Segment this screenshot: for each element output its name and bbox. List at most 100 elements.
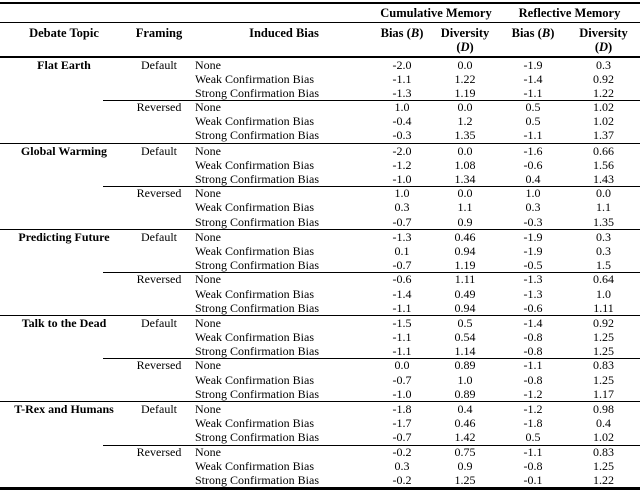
framing-cell: Reversed (136, 272, 182, 287)
cumulative-bias-value: -0.4 (392, 114, 412, 129)
reflective-diversity-value: 0.66 (593, 143, 614, 158)
topic-group: Global Warming Default None -2.0 0.0 -1.… (0, 142, 640, 229)
table-row: Weak Confirmation Bias -1.2 1.08 -0.6 1.… (0, 158, 640, 172)
framing-cell (128, 114, 190, 128)
cumulative-diversity-value: 0.0 (457, 57, 473, 72)
cumulative-diversity-value: 0.5 (457, 315, 473, 330)
induced-bias-cell: None (195, 358, 221, 373)
framing-cell (128, 158, 190, 172)
debate-topic-cell: Flat Earth (37, 57, 91, 72)
cumulative-bias-value: -0.3 (392, 128, 412, 143)
framing-cell: Reversed (136, 186, 182, 201)
induced-bias-cell: None (195, 229, 221, 244)
span-header-row: Cumulative Memory Reflective Memory (0, 4, 640, 22)
reflective-bias-value: 0.5 (525, 114, 541, 129)
topic-group: Flat Earth Default None -2.0 0.0 -1.9 0.… (0, 58, 640, 143)
induced-bias-cell: None (195, 444, 221, 459)
induced-bias-cell: None (195, 186, 221, 201)
reflective-bias-value: -1.1 (523, 128, 543, 143)
table-row: Global Warming Default None -2.0 0.0 -1.… (0, 144, 640, 158)
reflective-diversity-value: 1.35 (593, 214, 614, 229)
framing-cell: Default (141, 229, 177, 244)
cumulative-diversity-value: 1.35 (454, 128, 476, 143)
cumulative-bias-value: -1.4 (392, 286, 412, 301)
reflective-bias-value: -1.4 (523, 71, 543, 86)
reflective-bias-value: 1.0 (525, 186, 541, 201)
framing-cell (128, 330, 190, 344)
reflective-diversity-value: 1.25 (593, 372, 614, 387)
debate-topic-cell (0, 158, 128, 172)
induced-bias-cell: None (195, 57, 221, 72)
framing-cell (128, 86, 190, 100)
cumulative-bias-value: -1.0 (392, 172, 412, 186)
cumulative-diversity-value: 0.4 (457, 402, 473, 416)
cumulative-diversity-value: 0.9 (457, 214, 473, 229)
cumulative-bias-value: -0.7 (392, 372, 412, 387)
top-rule (0, 2, 640, 4)
cumulative-bias-value: -1.7 (392, 416, 412, 431)
debate-topic-cell (0, 287, 128, 301)
table-row: Reversed None 1.0 0.0 0.5 1.02 (0, 100, 640, 114)
framing-block: Reversed None 0.0 0.89 -1.1 0.83 Weak Co… (0, 358, 640, 401)
debate-topic-cell (0, 200, 128, 214)
reflective-diversity-value: 1.02 (593, 430, 614, 445)
framing-cell (128, 200, 190, 214)
framing-cell: Reversed (136, 444, 182, 459)
cumulative-diversity-value: 0.94 (454, 243, 476, 258)
col-header-debate-topic: Debate Topic (29, 25, 99, 40)
table-row: Strong Confirmation Bias -0.7 1.42 0.5 1… (0, 430, 640, 444)
table-row: Strong Confirmation Bias -1.1 0.94 -0.6 … (0, 301, 640, 315)
reflective-diversity-value: 0.3 (596, 57, 611, 72)
induced-bias-cell: Weak Confirmation Bias (195, 200, 315, 215)
cumulative-diversity-value: 0.89 (454, 358, 476, 373)
cumulative-bias-value: -2.0 (392, 57, 412, 72)
induced-bias-cell: Strong Confirmation Bias (195, 430, 319, 445)
debate-topic-cell (0, 72, 128, 86)
reflective-bias-value: -0.8 (523, 330, 543, 345)
reflective-bias-value: 0.4 (525, 172, 541, 186)
table-row: Weak Confirmation Bias -1.4 0.49 -1.3 1.… (0, 287, 640, 301)
induced-bias-cell: Weak Confirmation Bias (195, 114, 315, 129)
debate-topic-cell (0, 344, 128, 358)
induced-bias-cell: Strong Confirmation Bias (195, 128, 319, 143)
cumulative-bias-value: -1.1 (392, 330, 412, 345)
framing-block: Reversed None 1.0 0.0 1.0 0.0 Weak Confi… (0, 186, 640, 229)
cumulative-diversity-value: 0.0 (457, 143, 473, 158)
table-row: Strong Confirmation Bias -0.7 1.19 -0.5 … (0, 258, 640, 272)
reflective-diversity-value: 1.25 (593, 330, 614, 345)
reflective-bias-value: -1.9 (523, 243, 543, 258)
bottom-rule (0, 487, 640, 490)
topic-group: Predicting Future Default None -1.3 0.46… (0, 228, 640, 315)
induced-bias-cell: Weak Confirmation Bias (195, 330, 315, 345)
cumulative-diversity-value: 1.19 (454, 85, 476, 100)
reflective-bias-value: -1.8 (523, 416, 543, 431)
col-header-cumulative-diversity: Diversity (D) (440, 25, 490, 54)
debate-topic-cell (0, 215, 128, 229)
table-row: Strong Confirmation Bias -0.2 1.25 -0.1 … (0, 473, 640, 487)
table-body: Flat Earth Default None -2.0 0.0 -1.9 0.… (0, 58, 640, 488)
induced-bias-cell: None (195, 143, 221, 158)
framing-cell: Default (141, 57, 177, 72)
cumulative-bias-value: -0.7 (392, 214, 412, 229)
debate-topic-cell: T-Rex and Humans (14, 402, 114, 416)
table-row: Weak Confirmation Bias -0.4 1.2 0.5 1.02 (0, 114, 640, 128)
cumulative-bias-value: -0.2 (392, 444, 412, 459)
framing-block: Reversed None -0.2 0.75 -1.1 0.83 Weak C… (0, 444, 640, 488)
cumulative-diversity-value: 1.22 (454, 71, 476, 86)
reflective-bias-value: -1.6 (523, 143, 543, 158)
cumulative-bias-value: 0.3 (394, 200, 410, 215)
table-row: Strong Confirmation Bias -0.7 0.9 -0.3 1… (0, 215, 640, 229)
framing-cell: Default (141, 315, 177, 330)
cumulative-bias-value: -1.0 (392, 386, 412, 401)
reflective-diversity-value: 1.11 (593, 300, 614, 315)
table-row: Reversed None -0.2 0.75 -1.1 0.83 (0, 445, 640, 459)
induced-bias-cell: None (195, 315, 221, 330)
framing-cell (128, 387, 190, 401)
col-header-framing: Framing (135, 25, 183, 40)
induced-bias-cell: None (195, 402, 221, 416)
reflective-bias-value: -0.1 (523, 472, 543, 487)
framing-cell (128, 287, 190, 301)
debate-topic-cell: Predicting Future (18, 229, 110, 244)
reflective-bias-value: 0.3 (525, 200, 541, 215)
cumulative-diversity-value: 0.0 (457, 100, 473, 115)
